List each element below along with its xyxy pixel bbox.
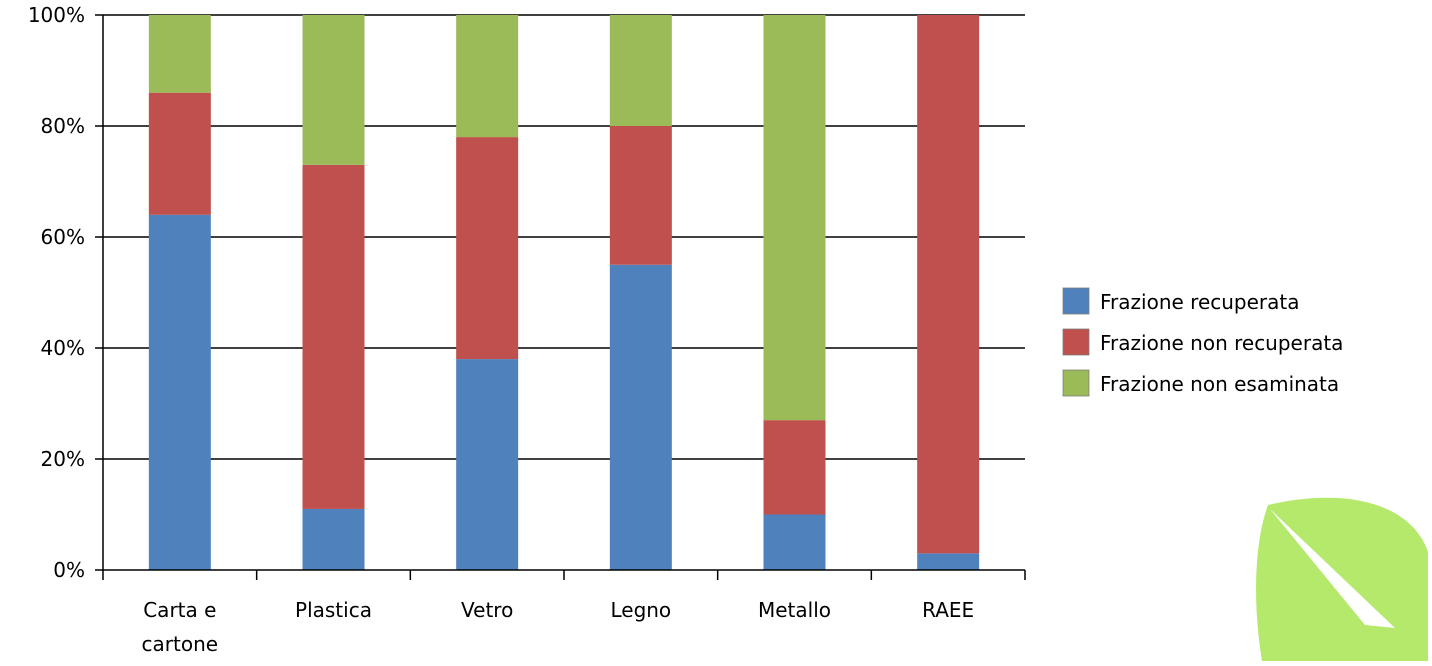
bar-segment-2 — [456, 137, 519, 360]
bar-segment-1 — [609, 264, 672, 570]
legend-swatch — [1062, 287, 1090, 315]
x-category-label: Metallo — [758, 598, 831, 622]
legend-label: Frazione recuperata — [1100, 290, 1300, 314]
bar-segment-3 — [456, 15, 519, 138]
x-category-label-line: RAEE — [922, 598, 974, 622]
bar-segment-1 — [302, 508, 365, 570]
bar-segment-3 — [302, 15, 365, 165]
gridlines — [103, 14, 1025, 460]
x-category-label: Carta e cartone — [142, 598, 219, 656]
bar-segment-3 — [763, 15, 826, 421]
bar-segment-2 — [763, 420, 826, 515]
y-tick-label: 0% — [53, 558, 85, 582]
x-category-label: Plastica — [295, 598, 372, 622]
bar-segment-2 — [302, 164, 365, 509]
x-category-label: RAEE — [922, 598, 974, 622]
bar-segment-1 — [456, 359, 519, 570]
bar-segment-3 — [609, 15, 672, 126]
y-tick-label: 80% — [41, 114, 85, 138]
y-tick-label: 40% — [41, 336, 85, 360]
x-category-label: Legno — [610, 598, 671, 622]
legend-swatch — [1062, 369, 1090, 397]
y-tick-label: 20% — [41, 447, 85, 471]
bar-segment-2 — [917, 15, 980, 554]
bar-segment-3 — [148, 15, 211, 93]
x-category-label-line: Vetro — [461, 598, 513, 622]
leaf-icon — [1256, 497, 1428, 661]
x-category-label-line: Plastica — [295, 598, 372, 622]
x-category-label-line: cartone — [142, 632, 219, 656]
axes — [95, 14, 1026, 580]
x-category-label-line: Legno — [610, 598, 671, 622]
leaf-vein — [1270, 509, 1395, 628]
y-tick-label: 100% — [28, 3, 85, 27]
bars — [148, 15, 980, 571]
bar-segment-1 — [148, 214, 211, 571]
bar-segment-1 — [917, 553, 980, 570]
legend-swatch — [1062, 328, 1090, 356]
bar-segment-2 — [609, 126, 672, 265]
x-category-label: Vetro — [461, 598, 513, 622]
legend-label: Frazione non esaminata — [1100, 372, 1339, 396]
y-tick-label: 60% — [41, 225, 85, 249]
bar-segment-2 — [148, 92, 211, 215]
legend: Frazione recuperata Frazione non recupera… — [1062, 287, 1343, 397]
x-category-label-line: Metallo — [758, 598, 831, 622]
x-category-label-line: Carta e — [143, 598, 216, 622]
bar-segment-1 — [763, 514, 826, 570]
legend-label: Frazione non recuperata — [1100, 331, 1343, 355]
tick-labels: 0% 20% 40% 60% 80% 100% Carta e cartone Plastica… — [28, 3, 974, 656]
